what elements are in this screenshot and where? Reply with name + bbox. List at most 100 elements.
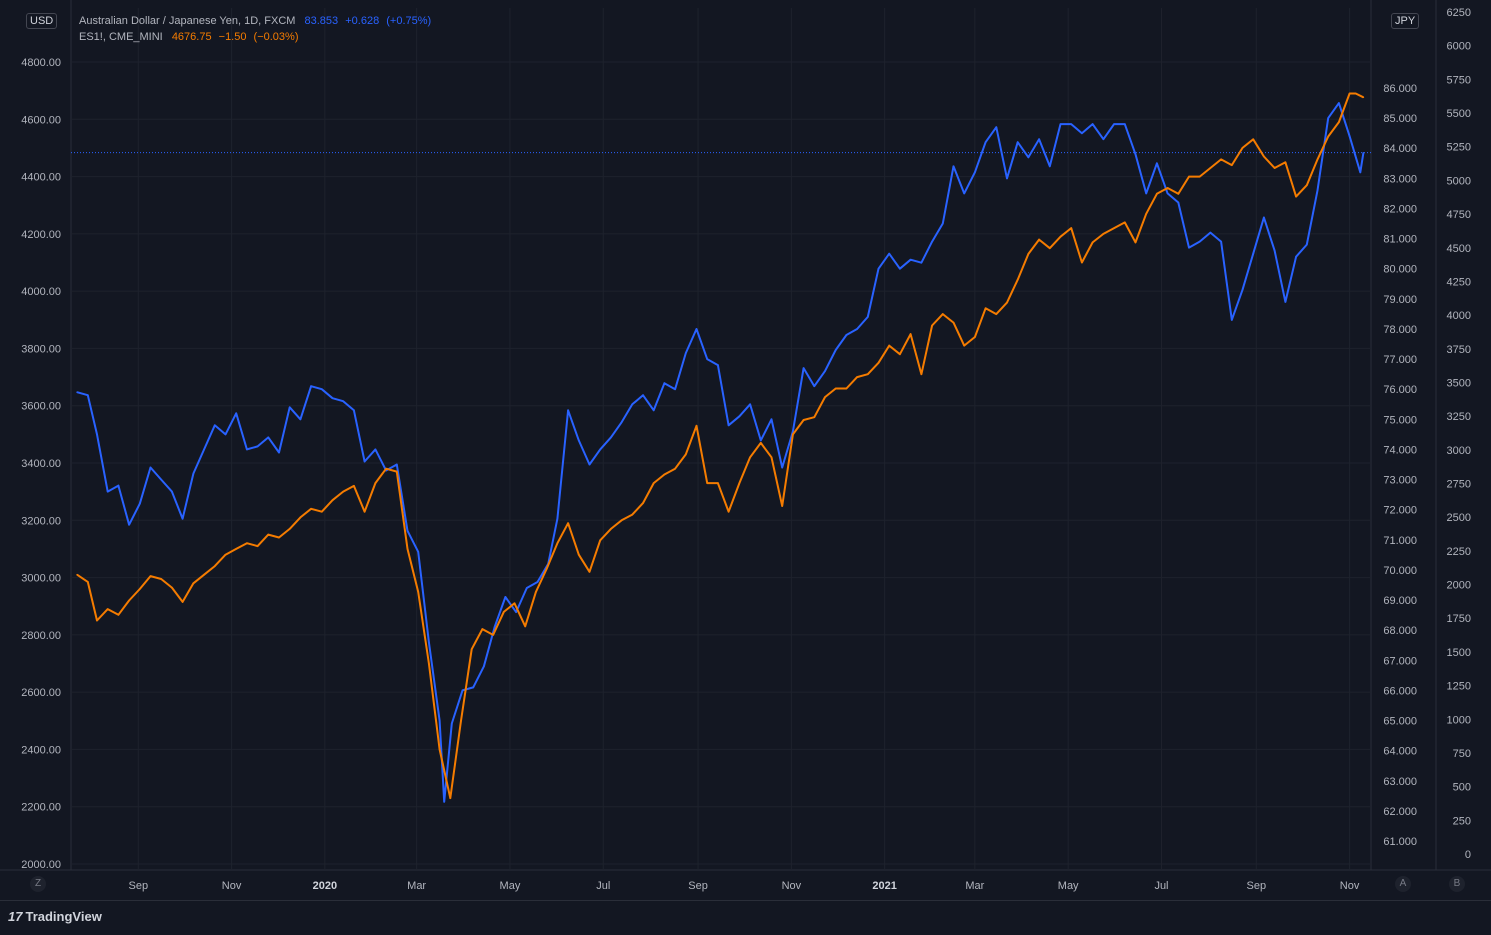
usd-tick-label: 4800.00 [21,57,61,69]
right-tick-label: 2250 [1447,546,1471,558]
tradingview-brand: TradingView [25,909,102,924]
es-point [1316,158,1319,161]
es-point [1123,221,1126,224]
right-tick-label: 5750 [1447,74,1471,86]
audjpy-point [1070,123,1073,125]
audjpy-point [256,445,259,448]
es-point [1305,184,1308,186]
audjpy-point [695,328,698,330]
audjpy-point [1241,289,1244,291]
es-point [759,442,762,444]
audjpy-point [909,258,912,261]
audjpy-point [374,448,377,451]
time-tick-label: Nov [1340,880,1360,892]
chart[interactable]: 4800.00 4600.00 4400.00 4200.00 4000.00 3800.… [0,0,1491,900]
audjpy-point [920,261,923,264]
legend-audjpy-value: 83.853 [304,15,339,27]
audjpy-point [899,267,901,270]
audjpy-point [845,334,848,336]
jpy-axis-badge[interactable]: JPY [1391,13,1420,29]
jpy-tick-label: 72.000 [1383,505,1417,517]
audjpy-point [224,433,227,436]
audjpy-point [867,316,869,318]
audjpy-point [931,240,933,243]
es-point [171,586,173,589]
tradingview-logo[interactable]: 17 TradingView [8,909,102,924]
audjpy-point [556,517,559,520]
es-point [503,611,505,613]
legend-row-audjpy[interactable]: Australian Dollar / Japanese Yen, 1D, FX… [79,13,435,29]
es-point [1241,147,1244,149]
audjpy-point [1316,189,1319,192]
es-point [1284,161,1287,164]
audjpy-point [76,391,78,394]
right-tick-label: 5500 [1447,108,1471,120]
right-tick-label: 750 [1453,748,1471,760]
audjpy-point [451,722,453,725]
auto-scale-b-button[interactable]: B [1449,876,1465,892]
usd-axis-badge[interactable]: USD [26,13,58,29]
es-point [117,614,120,616]
es-series-line [76,92,1364,800]
es-point [460,719,462,722]
audjpy-point [1252,252,1255,255]
es-point [385,467,387,470]
es-point [1354,92,1357,95]
audjpy-point [781,466,783,469]
time-tick-label: Mar [407,880,426,892]
audjpy-point [87,394,89,397]
es-point [642,502,644,504]
right-tick-label: 3500 [1447,377,1471,389]
audjpy-point [1123,123,1126,125]
es-point [128,599,130,602]
es-point [1070,227,1073,229]
es-point [492,634,494,636]
es-point [342,490,345,493]
time-tick-label: Mar [965,880,984,892]
jpy-tick-label: 80.000 [1383,264,1417,276]
legend-es-name: ES1!, CME_MINI [79,31,163,43]
audjpy-point [1091,123,1094,125]
audjpy-point [1263,216,1265,219]
es-point [1252,138,1255,141]
right-tick-label: 1250 [1447,681,1471,693]
right-tick-label: 0 [1465,849,1471,861]
jpy-tick-label: 79.000 [1383,294,1417,306]
audjpy-point [461,689,464,692]
es-point [310,508,312,510]
jpy-tick-label: 73.000 [1383,475,1417,487]
usd-tick-label: 3000.00 [21,573,61,585]
legend-row-es[interactable]: ES1!, CME_MINI 4676.75 −1.50 (−0.03%) [79,29,435,45]
es-point [470,648,473,650]
jpy-tick-label: 76.000 [1383,384,1417,396]
es-point [588,571,591,573]
time-tick-label: Nov [222,880,242,892]
es-point [1049,247,1051,249]
es-point [1081,261,1083,264]
audjpy-point [877,267,880,270]
auto-scale-a-button[interactable]: A [1395,876,1411,892]
audjpy-point [599,448,601,451]
es-point [513,602,516,605]
es-point [749,456,751,459]
es-point [995,313,998,315]
es-point [1145,213,1147,215]
usd-tick-label: 2000.00 [21,859,61,871]
right-tick-label: 6000 [1447,41,1471,53]
audjpy-point [504,596,507,598]
es-point [888,344,891,347]
es-point [1273,167,1276,169]
zoom-reset-button[interactable]: Z [30,876,46,892]
audjpy-point [310,385,312,387]
es-point [770,456,773,459]
es-point [717,482,719,484]
audjpy-point [1359,171,1362,174]
audjpy-point [288,406,291,409]
es-point [545,568,548,570]
time-tick-label: Sep [129,880,149,892]
audjpy-point [727,424,730,427]
jpy-tick-label: 69.000 [1383,595,1417,607]
legend-audjpy-name: Australian Dollar / Japanese Yen, 1D, FX… [79,15,296,27]
es-point [428,662,430,665]
es-point [1059,235,1062,238]
